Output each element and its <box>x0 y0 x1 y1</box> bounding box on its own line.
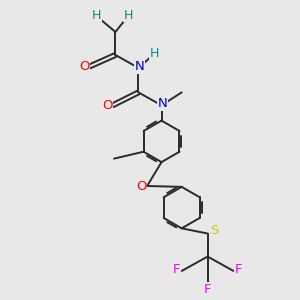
Text: H: H <box>124 9 133 22</box>
Text: H: H <box>150 47 159 60</box>
Text: N: N <box>135 60 145 73</box>
Text: H: H <box>92 9 101 22</box>
Text: S: S <box>211 224 219 237</box>
Text: F: F <box>235 263 242 276</box>
Text: O: O <box>102 99 112 112</box>
Text: F: F <box>204 283 211 296</box>
Text: O: O <box>79 60 90 73</box>
Text: N: N <box>158 98 168 110</box>
Text: F: F <box>173 263 180 276</box>
Text: O: O <box>136 179 147 193</box>
